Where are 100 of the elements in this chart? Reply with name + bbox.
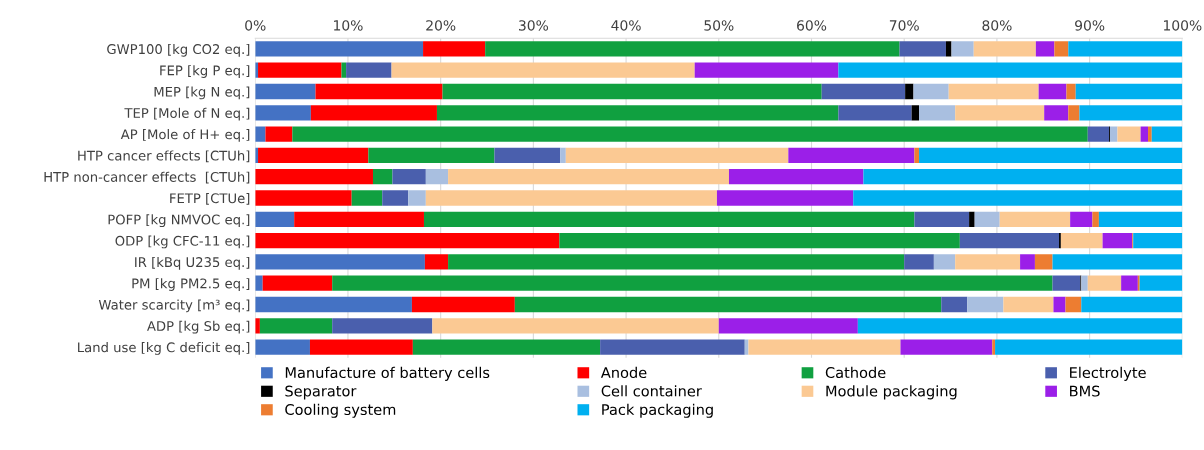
bar: [423, 211, 915, 227]
legend-label: BMS: [1070, 385, 1100, 397]
bar: [999, 211, 1071, 227]
y-tick-label: PM [kg PM2.5 eq.]: [132, 278, 250, 291]
x-tick-label: 0%: [245, 20, 266, 31]
bar: [959, 232, 1060, 249]
bar: [258, 147, 369, 164]
bar: [1079, 105, 1183, 121]
bar: [309, 339, 413, 355]
bar: [259, 318, 333, 334]
bar: [1087, 126, 1110, 142]
bar: [436, 105, 839, 121]
bar: [945, 41, 952, 57]
bar: [919, 147, 1183, 164]
bar: [905, 83, 914, 100]
bar: [1102, 232, 1133, 249]
bar: [973, 41, 1036, 57]
bar: [494, 147, 561, 164]
bar: [1140, 126, 1149, 142]
bar: [1038, 83, 1067, 100]
bar: [899, 41, 946, 57]
bar: [863, 169, 1183, 185]
bar: [408, 190, 426, 206]
bar: [788, 147, 915, 164]
bar: [560, 147, 566, 164]
y-tick-label: AP [Mole of H+ eq.]: [120, 129, 250, 142]
bar: [442, 83, 822, 100]
bar: [974, 211, 1000, 227]
bar: [425, 190, 717, 206]
bar: [718, 318, 858, 334]
bar: [1081, 296, 1183, 313]
x-tick-label: 80%: [982, 20, 1012, 31]
bar: [1110, 126, 1118, 142]
x-tick-label: 70%: [889, 20, 919, 31]
legend-label: Separator: [285, 385, 357, 400]
bar: [372, 169, 393, 185]
bar: [255, 232, 560, 249]
bar: [332, 318, 433, 334]
bar: [351, 190, 383, 206]
y-tick-label: FEP [kg P eq.]: [160, 65, 250, 78]
bar: [1121, 275, 1138, 291]
y-tick-label: IR [kBq U235 eq.]: [135, 256, 250, 270]
bar: [368, 147, 495, 164]
bar: [914, 211, 970, 227]
bar: [1066, 83, 1076, 100]
bar: [346, 62, 392, 78]
bar: [904, 254, 934, 270]
bar: [1052, 275, 1081, 291]
y-tick-label: TEP [Mole of N eq.]: [124, 107, 250, 121]
legend-label: Anode: [600, 366, 647, 379]
y-tick-label: POFP [kg NMVOC eq.]: [108, 214, 250, 228]
bar: [1065, 296, 1082, 313]
bar: [1081, 275, 1088, 291]
bar: [258, 62, 342, 78]
bar: [1060, 232, 1103, 249]
bar: [1054, 41, 1069, 57]
x-tick-label: 30%: [519, 20, 549, 31]
legend-label: Electrolyte: [1070, 366, 1146, 381]
bar: [391, 62, 695, 78]
bar: [1068, 105, 1080, 121]
bar: [948, 83, 1039, 100]
y-tick-label: Land use [kg C deficit eq.]: [78, 342, 250, 355]
bar: [485, 41, 900, 57]
bar: [857, 318, 1183, 334]
bar: [1087, 275, 1122, 291]
y-tick-label: ADP [kg Sb eq.]: [147, 320, 250, 334]
bar: [255, 41, 424, 57]
legend-label: Module packaging: [826, 385, 957, 400]
bar: [900, 339, 993, 355]
x-tick-label: 50%: [704, 20, 734, 31]
bar: [255, 190, 352, 206]
bar: [255, 83, 316, 100]
bar: [1133, 232, 1183, 249]
bar: [919, 105, 956, 121]
y-tick-label: GWP100 [kg CO2 eq.]: [107, 43, 250, 57]
bar: [559, 232, 960, 249]
bar: [1068, 41, 1183, 57]
bar: [821, 83, 906, 100]
bar: [265, 126, 293, 142]
bar: [255, 296, 412, 313]
y-tick-label: HTP non-cancer effects [CTUh]: [44, 171, 250, 184]
x-tick-label: 20%: [426, 20, 456, 31]
bar: [1117, 126, 1141, 142]
bar: [1139, 275, 1183, 291]
bar: [310, 105, 437, 121]
bar: [1034, 254, 1053, 270]
bar: [294, 211, 424, 227]
bar: [728, 169, 864, 185]
bar: [1148, 126, 1152, 142]
y-tick-label: ODP [kg CFC-11 eq.]: [115, 235, 250, 249]
bar: [292, 126, 1088, 142]
bar: [716, 190, 854, 206]
legend-label: Pack packaging: [602, 403, 713, 418]
y-tick-label: Water scarcity [m³ eq.]: [98, 299, 250, 313]
bar: [255, 126, 266, 142]
bar: [911, 105, 920, 121]
bar: [1053, 296, 1066, 313]
bar: [332, 275, 1053, 291]
bar: [913, 83, 949, 100]
x-tick-label: 90%: [1075, 20, 1105, 31]
